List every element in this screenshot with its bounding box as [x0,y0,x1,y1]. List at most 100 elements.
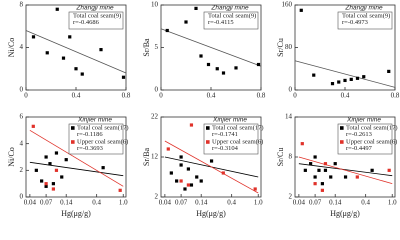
x-tick-label: 1.0 [388,199,397,207]
y-tick-label: 2 [289,193,293,201]
point [309,162,313,166]
legend-label: Upper coal seam(6) [346,138,397,145]
point [206,62,211,67]
legend-title: Zhangji mine [210,5,249,12]
x-tick-label: 0.07 [40,199,53,207]
point [45,51,49,55]
point [61,56,66,60]
x-tick-label: 0.14 [195,199,208,207]
legend-title: Xinjier mine [346,117,381,124]
legend-title: Zhangji mine [75,5,114,12]
legend-box [68,123,124,155]
y-tick-label: 2 [155,193,159,201]
y-tick-label: 80 [285,43,293,51]
point [34,168,38,172]
point [101,166,105,170]
trend-line [294,60,396,88]
plot-frame [25,116,127,198]
point [169,171,173,175]
point [323,162,328,166]
point [313,155,317,159]
point [313,182,317,186]
point [68,35,72,39]
legend-box [203,11,259,30]
point [355,76,360,80]
legend-box [337,11,393,30]
y-axis-label: Ni/Co [7,38,16,58]
legend-marker [340,140,344,144]
point [313,175,317,179]
trend-line [25,30,127,74]
legend-label: Total coal seam(9) [342,12,390,19]
point [317,168,321,172]
x-tick-label: 1.0 [254,199,263,207]
legend-label: Total coal seam(9) [73,12,121,19]
y-tick-label: 22 [151,113,159,121]
legend-marker [71,126,75,130]
point [40,179,44,183]
x-tick-label: 0 [159,92,163,100]
point [370,168,374,172]
point [51,187,55,191]
point [195,175,199,179]
x-axis-label: Hg(μg/g) [330,209,360,218]
x-tick-label: 0.14 [329,199,342,207]
y-tick-label: 14 [285,113,293,121]
y-tick-label: 0 [289,86,293,94]
x-tick-label: 0.8 [391,92,400,100]
point [303,168,307,172]
trend-line [164,140,259,194]
point [121,75,126,79]
legend-marker [206,126,210,130]
trend-line [160,28,262,67]
point [64,158,68,162]
y-tick-label: 8 [20,1,24,9]
point [55,7,59,11]
legend-marker [206,140,210,144]
x-tick-label: 0.04 [24,199,37,207]
point [44,184,48,188]
y-axis-label: Sr/Ba [142,147,151,166]
point [221,71,226,75]
point [300,142,304,146]
legend-title: Zhangji mine [344,5,383,12]
x-tick-label: 0.04 [293,199,306,207]
y-tick-label: 8 [289,153,293,161]
legend-r: r=-0.4973 [342,19,368,26]
legend-r: r=-0.3693 [77,145,103,152]
x-tick-label: 0.4 [72,92,81,100]
y-tick-label: 2 [20,166,24,174]
point [179,163,183,167]
legend-title: Xinjier mine [77,117,112,124]
x-axis-label: Hg(μg/g) [61,209,91,218]
trend-line [298,156,393,185]
y-tick-label: 0 [20,86,24,94]
x-tick-label: 0.04 [159,199,172,207]
point [355,175,359,179]
point [175,179,179,183]
legend-r: r=-0.4115 [208,19,234,26]
point [199,179,203,183]
x-tick-label: 0 [293,92,297,100]
trend-line [298,163,393,177]
point [118,188,122,192]
point [343,78,347,83]
point [166,147,170,151]
x-tick-label: 0 [24,92,28,100]
x-axis-label: Hg(μg/g) [196,209,226,218]
legend-label: Total coal seam(9) [208,12,256,19]
point [330,82,335,86]
legend-box [68,11,124,30]
legend-r: r=-0.1186 [77,131,103,138]
y-axis-label: Sr/Cu [276,38,285,57]
point [323,168,328,172]
y-tick-label: 6 [20,113,24,121]
point [54,151,59,155]
x-tick-label: 0.4 [227,199,236,207]
point [179,155,183,159]
point [60,175,64,179]
point [343,175,348,179]
legend-r: r=-0.1741 [212,131,238,138]
legend-box [203,123,259,155]
